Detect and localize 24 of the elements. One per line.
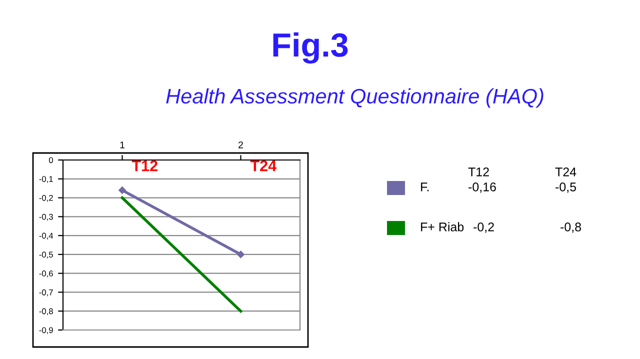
x-tick-label: 2 [238,141,243,148]
y-tick-label: -0,2 [39,194,53,202]
text: -0,16 [468,182,496,193]
text: -0,8 [560,222,581,233]
legend-label: F+ Riab [421,222,464,232]
y-tick-label: -0,8 [39,308,53,316]
text: Health Assessment Questionnaire (HAQ) [166,88,544,108]
annotation: T12 [132,160,158,172]
text: T12 [468,168,489,176]
y-tick-label: -0,7 [39,289,53,296]
annotation: T24 [250,160,276,172]
text: -0,5 [556,182,576,193]
text: -0,2 [474,222,494,233]
legend-label: F. [421,182,429,192]
text: T24 [555,168,576,176]
y-tick-label: -0,4 [39,232,54,240]
y-tick-label: -0,6 [39,270,53,278]
y-tick-label: -0,9 [39,327,53,334]
y-tick-label: 0 [48,157,53,164]
x-tick-label: 1 [120,142,124,148]
chart-title: Fig.3 [273,32,348,64]
y-tick-label: -0,5 [39,252,53,259]
y-tick-label: -0,1 [39,176,53,183]
y-tick-label: -0,3 [39,214,53,221]
